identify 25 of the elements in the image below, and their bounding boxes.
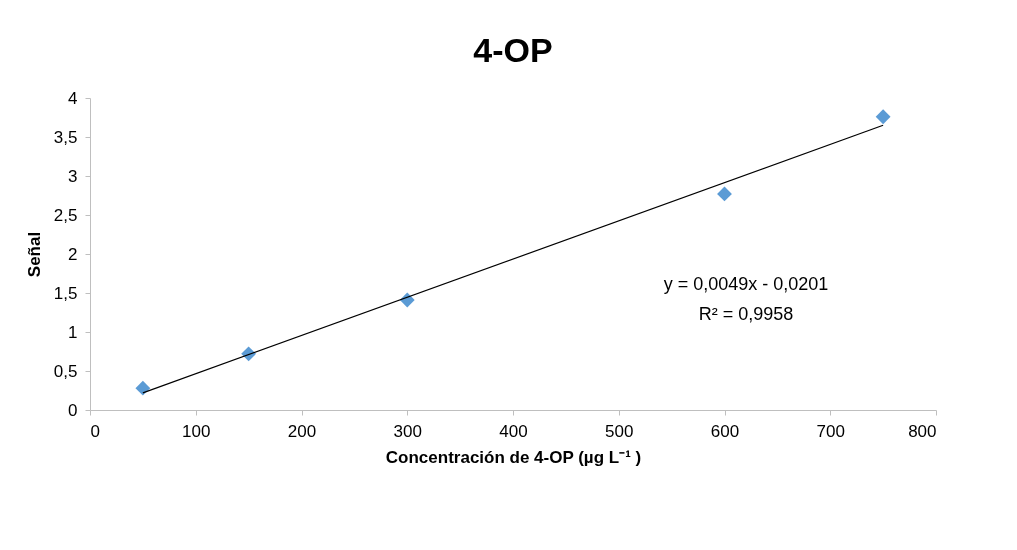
x-tick-label: 100 — [182, 421, 211, 441]
x-tick-label: 500 — [605, 421, 634, 441]
y-tick-label: 0,5 — [53, 361, 78, 381]
x-axis-title: Concentración de 4-OP (µg L⁻¹ ) — [385, 447, 642, 467]
x-tick-label: 300 — [393, 421, 422, 441]
y-tick-label: 2,5 — [53, 205, 78, 225]
y-tick-label: 3 — [68, 166, 78, 186]
x-tick-label: 800 — [908, 421, 937, 441]
chart-title: 4-OP — [473, 31, 553, 69]
annotation: R² = 0,9958 — [698, 304, 794, 324]
x-tick-label: 700 — [816, 421, 845, 441]
y-tick-label: 1 — [68, 322, 78, 342]
y-tick-label: 0 — [68, 400, 78, 420]
y-tick-label: 4 — [68, 88, 78, 108]
x-tick-label: 400 — [499, 421, 528, 441]
y-tick-label: 1,5 — [53, 283, 78, 303]
point — [875, 109, 891, 125]
x-tick-label: 0 — [90, 421, 100, 441]
y-tick-label: 2 — [68, 244, 78, 264]
annotation: y = 0,0049x - 0,0201 — [663, 274, 829, 294]
point — [135, 380, 151, 396]
y-tick-label: 3,5 — [53, 127, 78, 147]
x-tick-label: 200 — [287, 421, 317, 441]
x-tick-label: 600 — [710, 421, 740, 441]
y-axis-title: Señal — [24, 231, 44, 278]
